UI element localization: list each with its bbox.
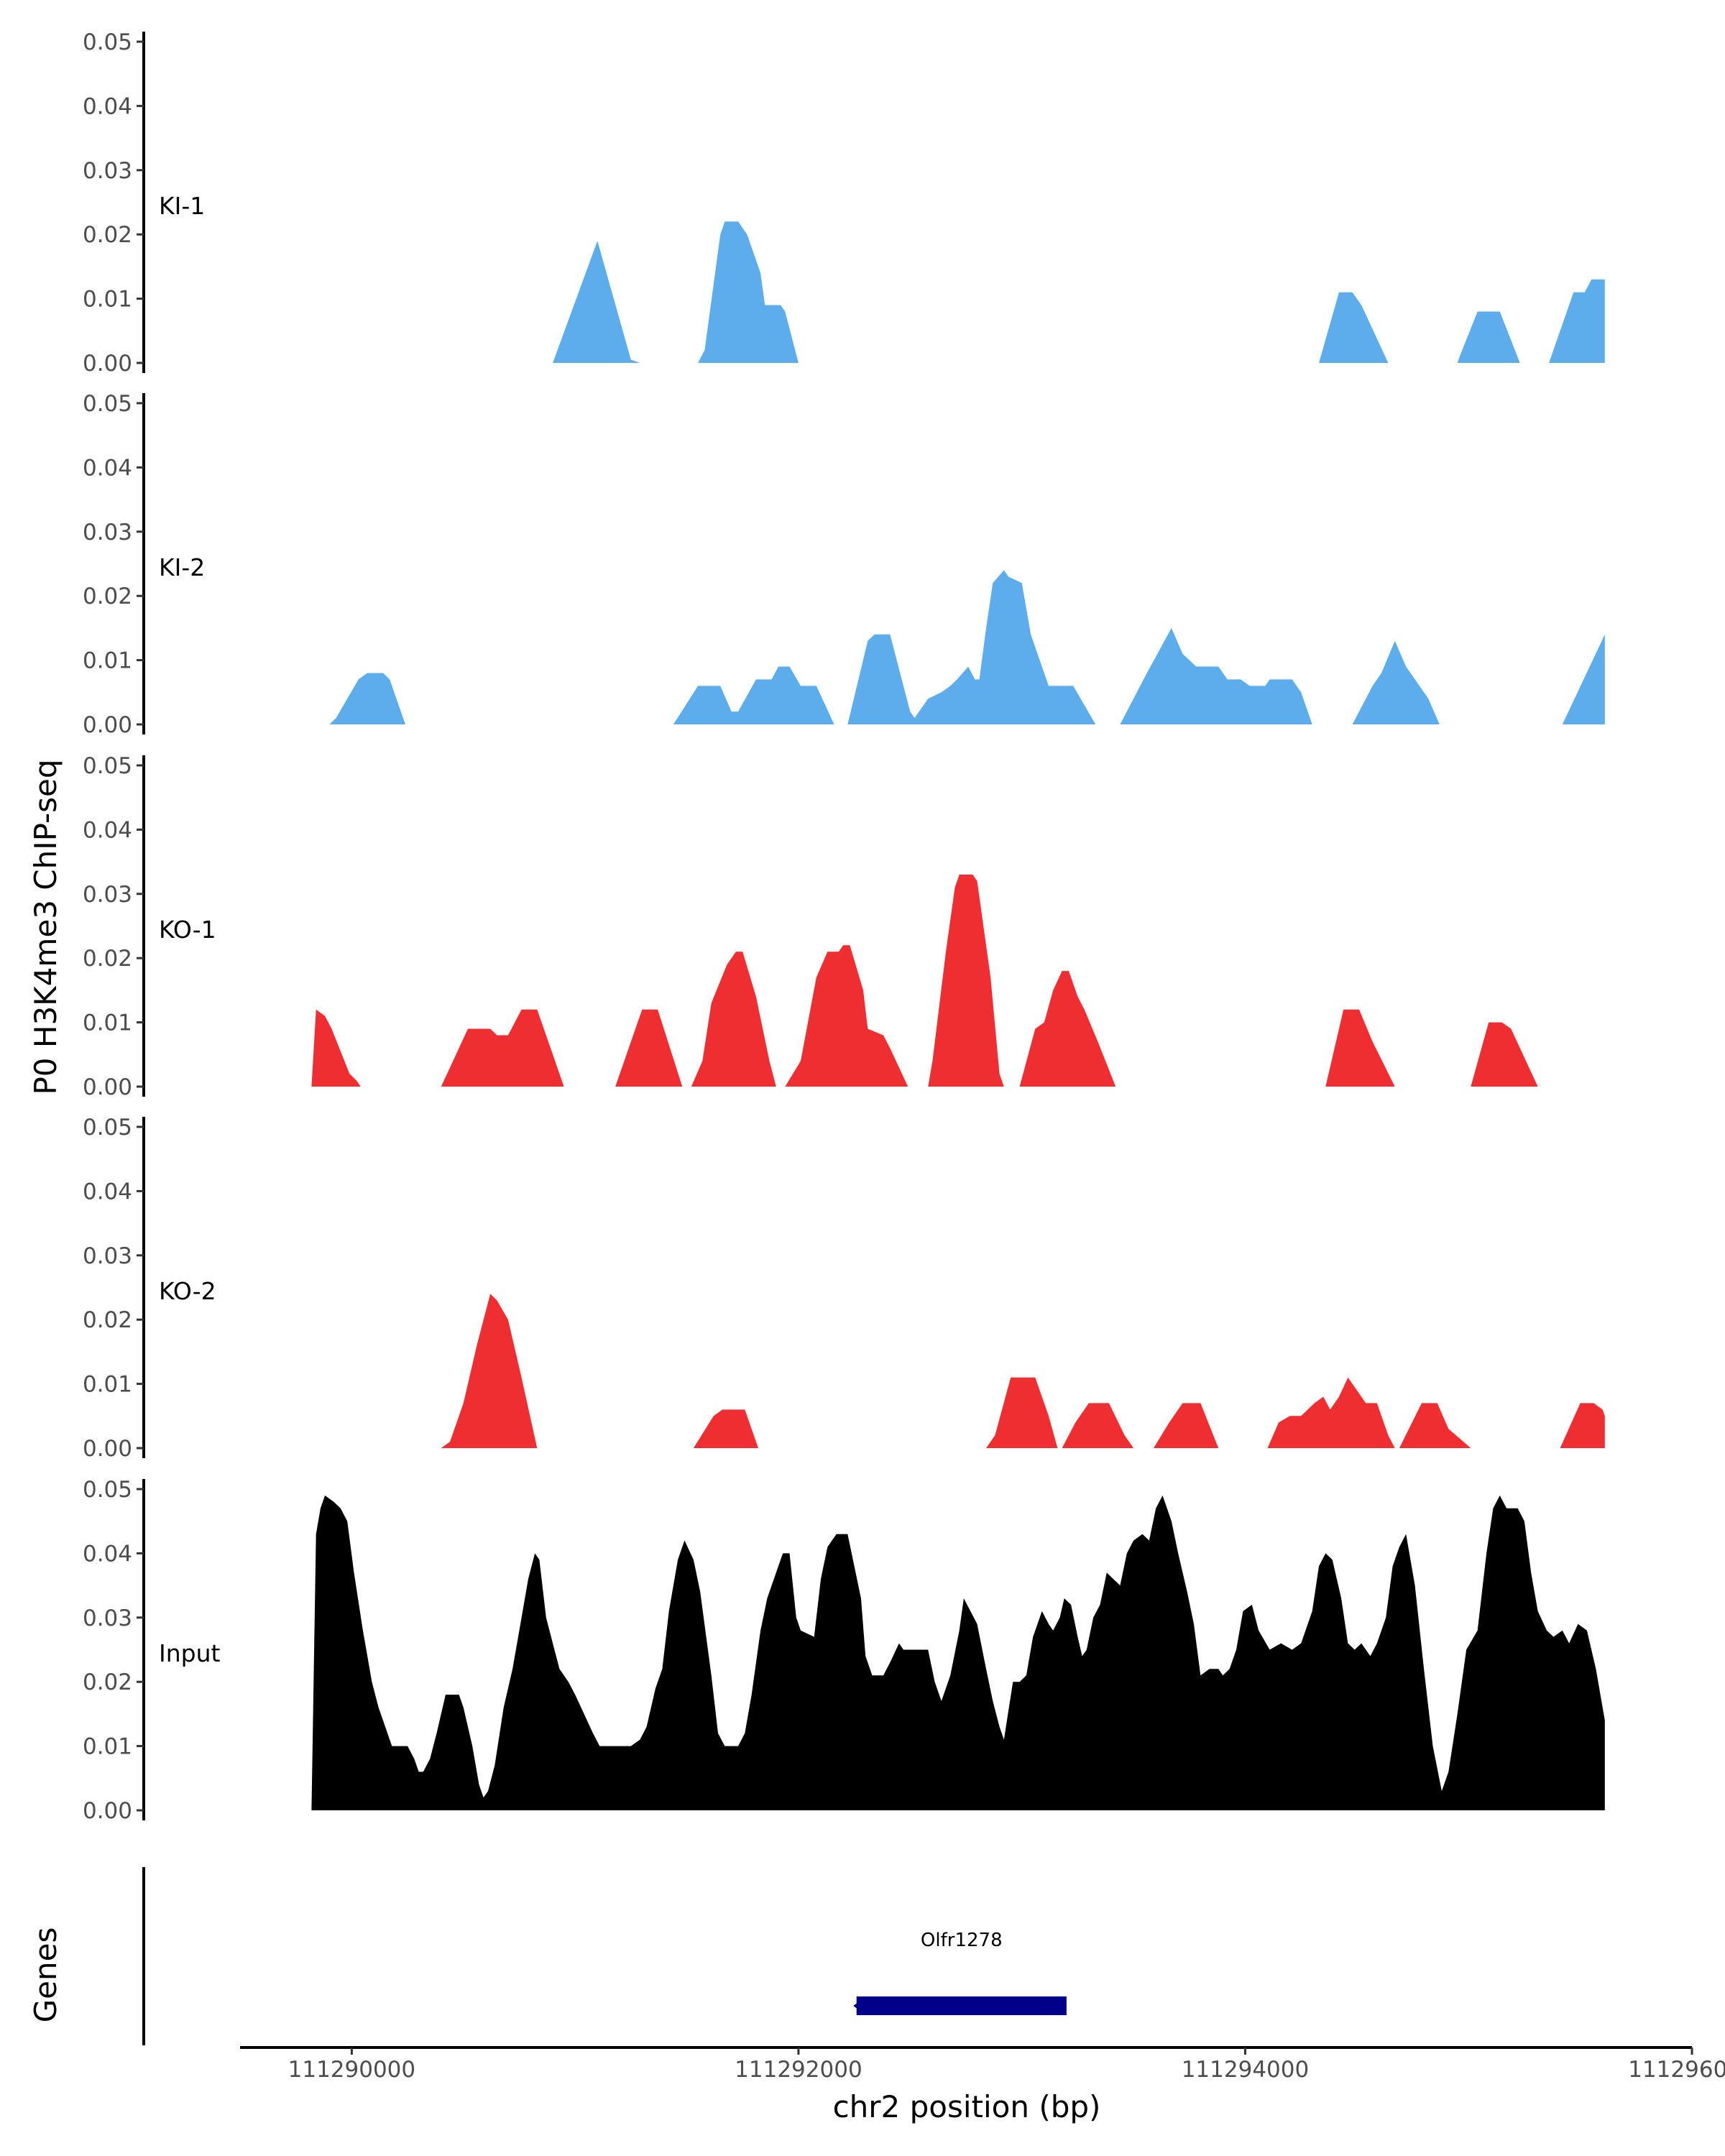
signal-peak-ko-2: [986, 1377, 1134, 1448]
signal-peak-ko-1: [311, 1009, 361, 1087]
y-tick-label: 0.01: [83, 648, 132, 674]
y-tick-label: 0.04: [83, 817, 132, 843]
y-tick-label: 0.03: [83, 1606, 132, 1631]
signal-peak-ko-1: [691, 952, 776, 1087]
track-label: Input: [159, 1639, 221, 1667]
signal-peak-ko-1: [1325, 1009, 1395, 1087]
signal-peak-ko-2: [1154, 1403, 1219, 1448]
track-ko-2: 0.00 0.01 0.02 0.03 0.04 0.05 KO-2: [83, 1115, 1605, 1462]
signal-peak-ki-2: [847, 570, 1096, 724]
signal-peak-ki-2: [673, 666, 834, 724]
x-tick-label: 111290000: [288, 2057, 416, 2083]
signal-peak-ko-2: [1267, 1377, 1471, 1448]
tracks-layer: 0.00 0.01 0.02 0.03 0.04 0.05 KI-1 0.00 0.01 0.02…: [83, 29, 1605, 1824]
y-tick-label: 0.00: [83, 1074, 132, 1100]
y-tick-label: 0.02: [83, 1669, 132, 1695]
signal-peak-ki-2: [1562, 634, 1605, 724]
signal-peak-ko-1: [785, 945, 908, 1087]
track-input: 0.00 0.01 0.02 0.03 0.04 0.05 Input: [83, 1477, 1605, 1824]
y-tick-label: 0.05: [83, 753, 132, 779]
signal-peak-ki-2: [329, 673, 405, 724]
signal-peak-ko-1: [441, 1009, 564, 1087]
y-tick-label: 0.01: [83, 1010, 132, 1036]
y-tick-label: 0.03: [83, 158, 132, 184]
y-tick-label: 0.04: [83, 1541, 132, 1567]
y-tick-label: 0.00: [83, 712, 132, 738]
signal-peak-ko-1: [928, 875, 1004, 1087]
gene-strand-icon: [853, 1998, 865, 2014]
gene-body: [856, 1996, 1067, 2015]
y-tick-label: 0.01: [83, 1372, 132, 1398]
signal-peak-ki-1: [698, 221, 799, 363]
track-label: KO-1: [159, 916, 216, 944]
y-tick-label: 0.02: [83, 584, 132, 609]
signal-peak-ko-1: [615, 1009, 683, 1087]
signal-peak-ki-1: [1549, 279, 1605, 363]
x-tick-label: 111296000: [1628, 2057, 1725, 2083]
y-tick-label: 0.00: [83, 351, 132, 377]
y-tick-label: 0.02: [83, 1307, 132, 1333]
y-tick-label: 0.03: [83, 1243, 132, 1269]
gene-name: Olfr1278: [921, 1930, 1003, 1951]
y-tick-label: 0.05: [83, 29, 132, 55]
genes-layer: Genes Olfr1278: [28, 1867, 1067, 2045]
track-label: KI-2: [159, 553, 205, 581]
signal-peak-ko-2: [693, 1409, 758, 1448]
signal-peak-ki-1: [1319, 292, 1389, 363]
signal-peak-ko-1: [1471, 1022, 1538, 1087]
y-tick-label: 0.01: [83, 1734, 132, 1760]
y-tick-label: 0.02: [83, 946, 132, 972]
y-tick-label: 0.04: [83, 1179, 132, 1204]
y-tick-label: 0.00: [83, 1798, 132, 1824]
signal-peak-ko-2: [441, 1294, 538, 1448]
y-tick-label: 0.03: [83, 882, 132, 908]
signal-peak-ki-1: [1457, 311, 1520, 363]
track-ko-1: 0.00 0.01 0.02 0.03 0.04 0.05 KO-1: [83, 753, 1538, 1100]
signal-peak-ki-2: [1352, 640, 1440, 724]
y-axis-title: P0 H3K4me3 ChIP-seq: [28, 759, 63, 1095]
y-tick-label: 0.01: [83, 287, 132, 313]
signal-peak-ko-2: [1560, 1403, 1605, 1448]
y-tick-label: 0.05: [83, 1477, 132, 1503]
signal-peak-ko-1: [1019, 971, 1116, 1087]
signal-peak-ki-2: [1120, 627, 1312, 724]
genes-track-label: Genes: [28, 1927, 63, 2023]
y-tick-label: 0.05: [83, 1115, 132, 1141]
x-axis: 111290000 111292000 111294000 111296000: [240, 2046, 1725, 2083]
track-ki-1: 0.00 0.01 0.02 0.03 0.04 0.05 KI-1: [83, 29, 1605, 377]
track-label: KI-1: [159, 192, 205, 220]
y-tick-label: 0.00: [83, 1436, 132, 1462]
signal-peak-ki-1: [553, 241, 640, 363]
x-axis-title: chr2 position (bp): [833, 2089, 1101, 2124]
y-tick-label: 0.03: [83, 520, 132, 545]
x-tick-label: 111292000: [735, 2057, 862, 2083]
track-ki-2: 0.00 0.01 0.02 0.03 0.04 0.05 KI-2: [83, 391, 1605, 738]
track-label: KO-2: [159, 1277, 216, 1305]
x-tick-label: 111294000: [1182, 2057, 1310, 2083]
y-tick-label: 0.02: [83, 222, 132, 248]
signal-peak-input: [311, 1495, 1605, 1810]
y-tick-label: 0.05: [83, 391, 132, 417]
y-tick-label: 0.04: [83, 93, 132, 119]
y-tick-label: 0.04: [83, 455, 132, 481]
